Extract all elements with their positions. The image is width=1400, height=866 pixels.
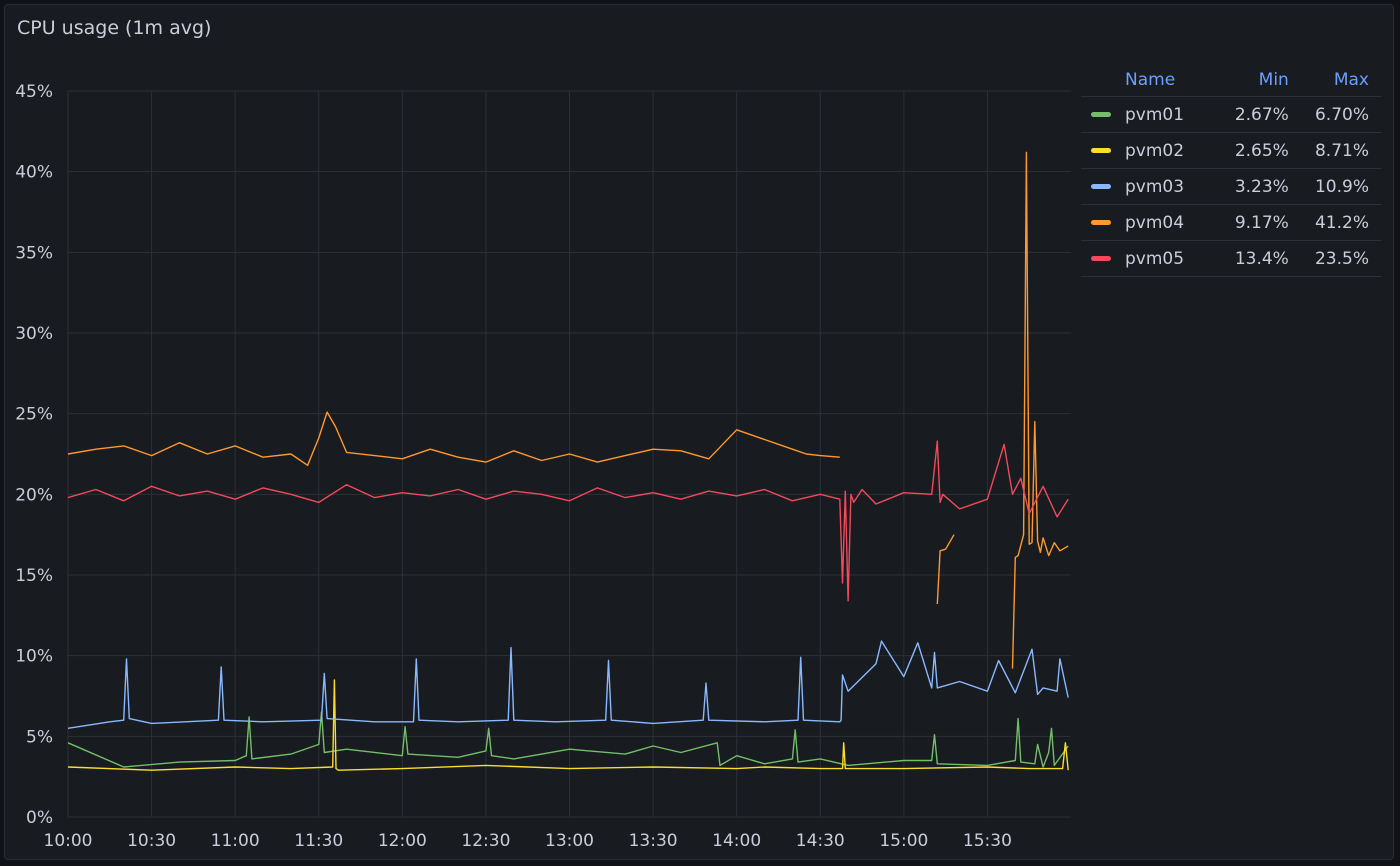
y-tick-label: 35% — [15, 243, 53, 263]
legend-max-value: 10.9% — [1300, 168, 1381, 205]
series-line[interactable] — [67, 640, 1069, 729]
series-color-swatch — [1091, 148, 1111, 153]
series-color-swatch — [1091, 220, 1111, 225]
legend-max-value: 41.2% — [1300, 204, 1381, 241]
legend-min-value: 9.17% — [1220, 204, 1301, 241]
legend-table: Name Min Max pvm01 2.67% 6.70% pvm02 2.6… — [1081, 64, 1381, 277]
legend-series-name: pvm05 — [1125, 248, 1185, 269]
grid — [67, 90, 1071, 818]
series-line-segment[interactable] — [1011, 151, 1069, 669]
legend-min-value: 2.67% — [1220, 96, 1301, 133]
series-pvm02[interactable] — [67, 679, 1069, 771]
panel-title[interactable]: CPU usage (1m avg) — [17, 17, 212, 39]
x-tick-label: 15:00 — [879, 831, 928, 851]
legend-max-value: 23.5% — [1300, 240, 1381, 277]
legend-header-row: Name Min Max — [1081, 64, 1381, 97]
legend-row-pvm02[interactable]: pvm02 2.65% 8.71% — [1081, 132, 1381, 169]
legend-min-value: 2.65% — [1220, 132, 1301, 169]
legend-row-pvm05[interactable]: pvm05 13.4% 23.5% — [1081, 240, 1381, 277]
series-line[interactable] — [67, 679, 1069, 771]
x-tick-label: 10:30 — [127, 831, 176, 851]
y-tick-label: 0% — [26, 808, 53, 828]
y-tick-label: 10% — [15, 647, 53, 667]
x-tick-label: 13:30 — [629, 831, 678, 851]
x-tick-label: 12:30 — [461, 831, 510, 851]
legend-max-value: 8.71% — [1300, 132, 1381, 169]
series-pvm04[interactable] — [67, 151, 1069, 669]
series-color-swatch — [1091, 112, 1111, 117]
legend-header-min[interactable]: Min — [1220, 64, 1301, 97]
x-tick-label: 14:00 — [712, 831, 761, 851]
x-tick-label: 15:30 — [963, 831, 1012, 851]
legend-min-value: 13.4% — [1220, 240, 1301, 277]
series-color-swatch — [1091, 256, 1111, 261]
x-tick-label: 10:00 — [44, 831, 93, 851]
legend-header-name[interactable]: Name — [1081, 64, 1221, 97]
legend-min-value: 3.23% — [1220, 168, 1301, 205]
series-line-segment[interactable] — [936, 534, 955, 605]
legend-max-value: 6.70% — [1300, 96, 1381, 133]
legend-row-pvm01[interactable]: pvm01 2.67% 6.70% — [1081, 96, 1381, 133]
y-tick-label: 25% — [15, 405, 53, 425]
series-pvm01[interactable] — [67, 711, 1069, 768]
series-pvm05[interactable] — [67, 440, 1069, 602]
y-tick-label: 45% — [15, 82, 53, 102]
legend: Name Min Max pvm01 2.67% 6.70% pvm02 2.6… — [1081, 64, 1381, 277]
x-tick-label: 12:00 — [378, 831, 427, 851]
legend-row-pvm04[interactable]: pvm04 9.17% 41.2% — [1081, 204, 1381, 241]
legend-header-max[interactable]: Max — [1300, 64, 1381, 97]
y-tick-label: 5% — [26, 727, 53, 747]
y-tick-label: 30% — [15, 324, 53, 344]
legend-series-name: pvm03 — [1125, 176, 1185, 197]
series-color-swatch — [1091, 184, 1111, 189]
series-line[interactable] — [67, 711, 1069, 768]
y-tick-label: 40% — [15, 163, 53, 183]
y-tick-label: 20% — [15, 485, 53, 505]
series-line[interactable] — [67, 440, 1069, 602]
legend-series-name: pvm02 — [1125, 140, 1185, 161]
series-pvm03[interactable] — [67, 640, 1069, 729]
x-tick-label: 11:30 — [294, 831, 343, 851]
y-tick-label: 15% — [15, 566, 53, 586]
x-tick-label: 11:00 — [211, 831, 260, 851]
series-line[interactable] — [67, 411, 840, 466]
x-tick-label: 14:30 — [796, 831, 845, 851]
legend-series-name: pvm04 — [1125, 212, 1185, 233]
x-tick-label: 13:00 — [545, 831, 594, 851]
legend-row-pvm03[interactable]: pvm03 3.23% 10.9% — [1081, 168, 1381, 205]
legend-series-name: pvm01 — [1125, 104, 1185, 125]
